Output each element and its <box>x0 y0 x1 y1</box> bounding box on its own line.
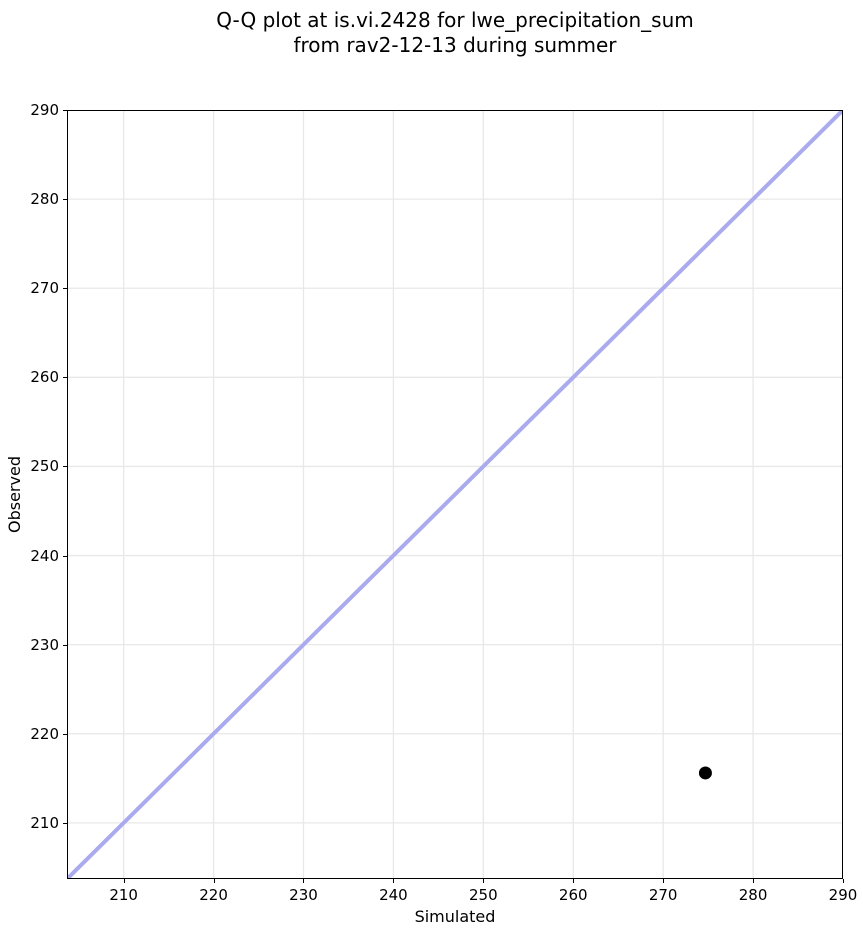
y-tick-mark <box>63 466 67 468</box>
x-tick-mark <box>753 879 755 883</box>
chart-title-line-1: Q-Q plot at is.vi.2428 for lwe_precipita… <box>216 8 694 32</box>
x-tick-mark <box>573 879 575 883</box>
x-tick-label: 280 <box>738 886 768 904</box>
y-tick-label: 270 <box>30 279 59 298</box>
x-tick-mark <box>663 879 665 883</box>
chart-title: Q-Q plot at is.vi.2428 for lwe_precipita… <box>67 8 843 58</box>
x-tick-mark <box>843 879 844 883</box>
y-tick-mark <box>63 377 67 379</box>
x-tick-mark <box>483 879 485 883</box>
x-axis-label: Simulated <box>414 907 496 926</box>
x-tick-label: 250 <box>468 886 498 904</box>
x-tick-label: 290 <box>828 886 858 904</box>
identity-line <box>67 110 843 879</box>
y-tick-mark <box>63 733 67 735</box>
y-tick-label: 290 <box>30 101 59 119</box>
y-tick-label: 230 <box>30 635 59 654</box>
x-tick-mark <box>393 879 395 883</box>
y-tick-mark <box>63 644 67 646</box>
y-tick-label: 280 <box>30 190 59 209</box>
x-tick-mark <box>213 879 215 883</box>
x-tick-label: 240 <box>379 886 408 904</box>
x-tick-mark <box>123 879 125 883</box>
y-tick-mark <box>63 199 67 201</box>
plot-area <box>67 110 843 879</box>
y-tick-mark <box>63 110 67 111</box>
x-tick-label: 260 <box>558 886 588 904</box>
plot-spines <box>67 110 843 879</box>
x-tick-label: 270 <box>648 886 678 904</box>
y-tick-label: 240 <box>30 546 59 565</box>
y-tick-label: 220 <box>30 724 59 743</box>
x-tick-label: 210 <box>109 886 138 904</box>
x-tick-label: 230 <box>289 886 318 904</box>
data-point <box>698 766 712 780</box>
y-tick-label: 250 <box>30 457 59 476</box>
y-tick-mark <box>63 822 67 824</box>
y-tick-mark <box>63 555 67 557</box>
y-axis-label-container: Observed <box>0 110 28 879</box>
x-tick-label: 220 <box>199 886 228 904</box>
chart-title-line-2: from rav2-12-13 during summer <box>293 33 617 57</box>
y-tick-mark <box>63 288 67 290</box>
x-tick-mark <box>303 879 305 883</box>
plot-canvas <box>67 110 843 879</box>
y-tick-label: 210 <box>30 813 59 832</box>
y-tick-label: 260 <box>30 368 59 387</box>
